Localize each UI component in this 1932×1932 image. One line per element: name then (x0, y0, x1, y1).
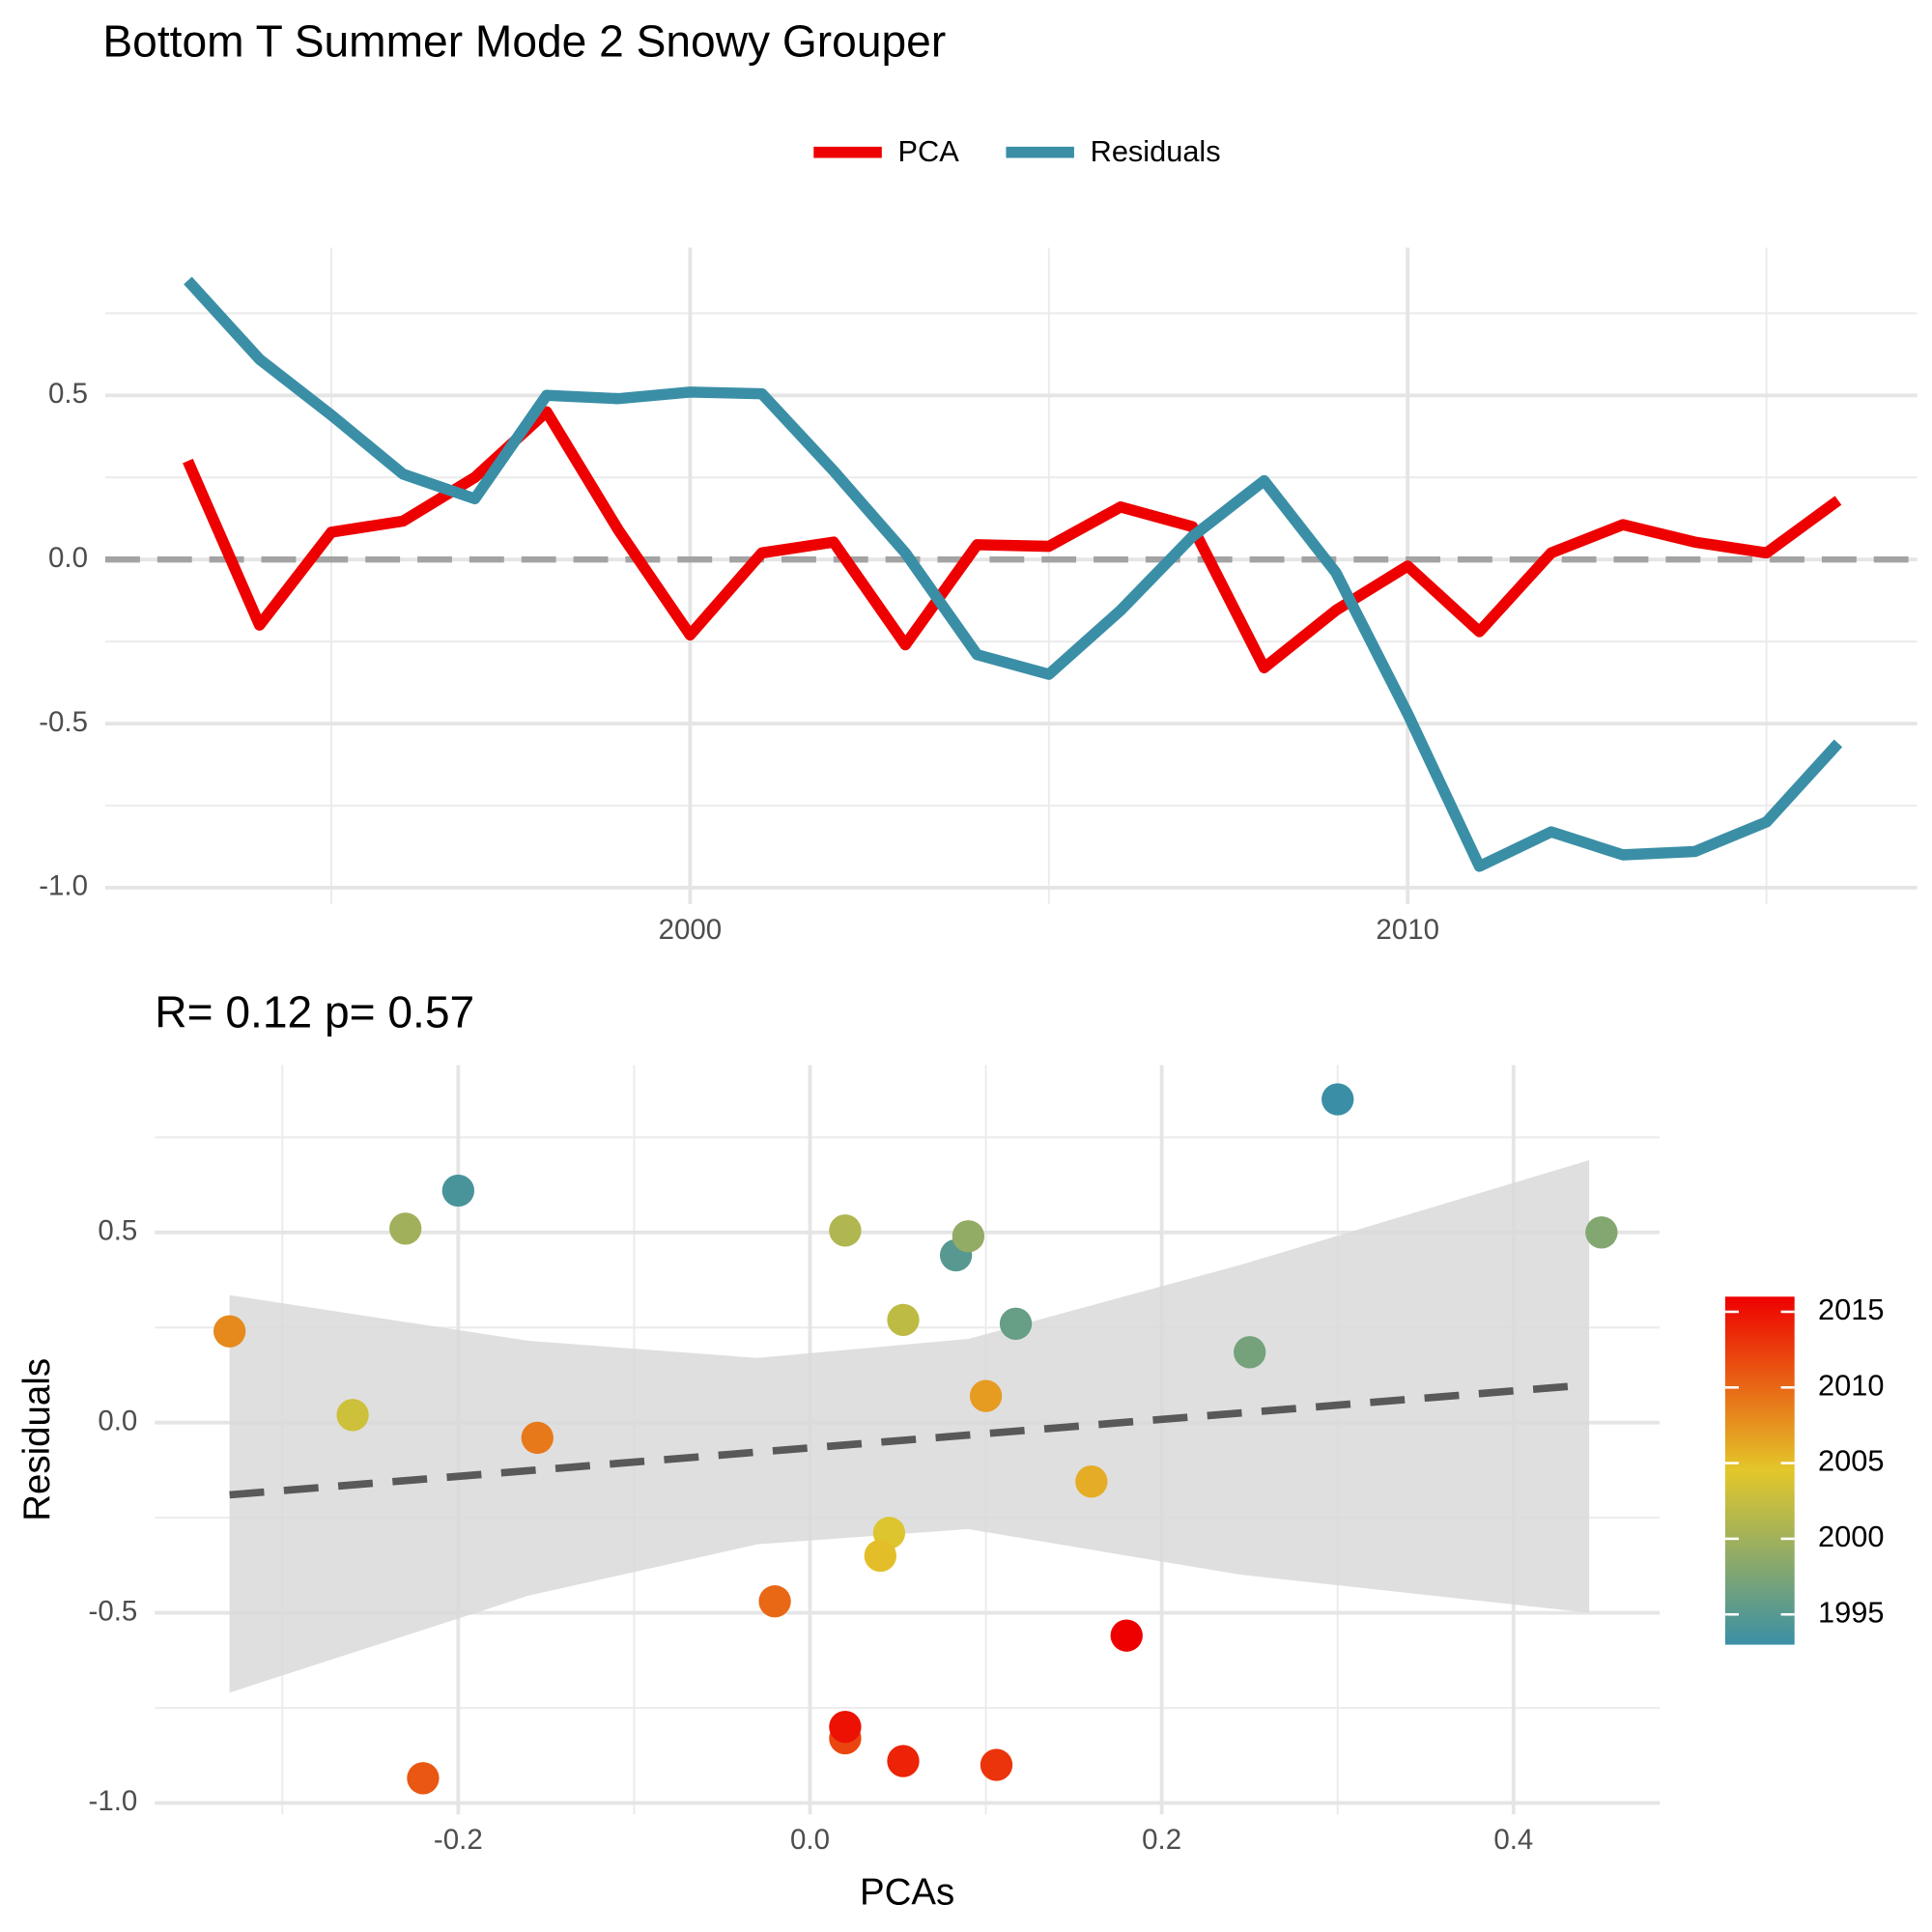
canvas: Bottom T Summer Mode 2 Snowy Grouper 2000… (16, 15, 1918, 1914)
data-point (758, 1585, 791, 1618)
y-tick-label: 0.0 (48, 542, 88, 574)
legend-label: PCA (897, 134, 959, 168)
data-point (999, 1307, 1033, 1340)
colorbar-label: 2005 (1818, 1444, 1884, 1478)
x-tick-label: 0.0 (790, 1824, 830, 1856)
y-tick-label: -1.0 (89, 1785, 138, 1817)
confidence-band (229, 1159, 1590, 1693)
data-point (864, 1539, 897, 1573)
data-point (887, 1745, 920, 1777)
data-point (829, 1214, 862, 1247)
x-tick-label: 0.2 (1142, 1824, 1181, 1856)
chart-title: Bottom T Summer Mode 2 Snowy Grouper (102, 15, 946, 66)
colorbar-label: 2000 (1818, 1520, 1884, 1553)
data-point (336, 1399, 369, 1432)
legend-label: Residuals (1091, 134, 1221, 168)
y-tick-label: -0.5 (39, 706, 88, 738)
data-point (389, 1212, 422, 1245)
data-point (969, 1379, 1003, 1412)
y-tick-label: -1.0 (39, 870, 88, 902)
x-tick-label: 0.4 (1493, 1824, 1533, 1856)
y-tick-label: 0.5 (48, 378, 88, 410)
data-point (952, 1220, 985, 1253)
x-tick-label: 2000 (659, 914, 723, 946)
data-point (829, 1710, 862, 1744)
y-tick-label: 0.5 (98, 1215, 137, 1247)
data-point (1585, 1216, 1618, 1249)
data-line (184, 276, 1843, 872)
y-tick-label: 0.0 (98, 1405, 137, 1436)
data-point (1075, 1465, 1108, 1498)
data-point (407, 1762, 440, 1795)
data-point (980, 1748, 1013, 1781)
y-axis-label: Residuals (16, 1358, 58, 1521)
data-point (1321, 1083, 1354, 1116)
colorbar-label: 1995 (1818, 1595, 1884, 1629)
data-point (1234, 1336, 1266, 1369)
data-point (887, 1303, 920, 1337)
x-tick-label: 2010 (1376, 914, 1439, 946)
x-axis-label: PCAs (860, 1872, 954, 1914)
x-tick-label: -0.2 (434, 1824, 483, 1856)
y-tick-label: -0.5 (89, 1595, 138, 1627)
colorbar (1724, 1296, 1795, 1645)
data-line (183, 406, 1842, 674)
data-point (213, 1315, 246, 1348)
colorbar-label: 2015 (1818, 1293, 1884, 1326)
data-point (1110, 1619, 1143, 1652)
data-point (441, 1174, 475, 1208)
data-point (521, 1421, 554, 1455)
fit-line (229, 1382, 1569, 1499)
colorbar-label: 2010 (1818, 1368, 1884, 1402)
chart-title: R= 0.12 p= 0.57 (155, 986, 474, 1037)
